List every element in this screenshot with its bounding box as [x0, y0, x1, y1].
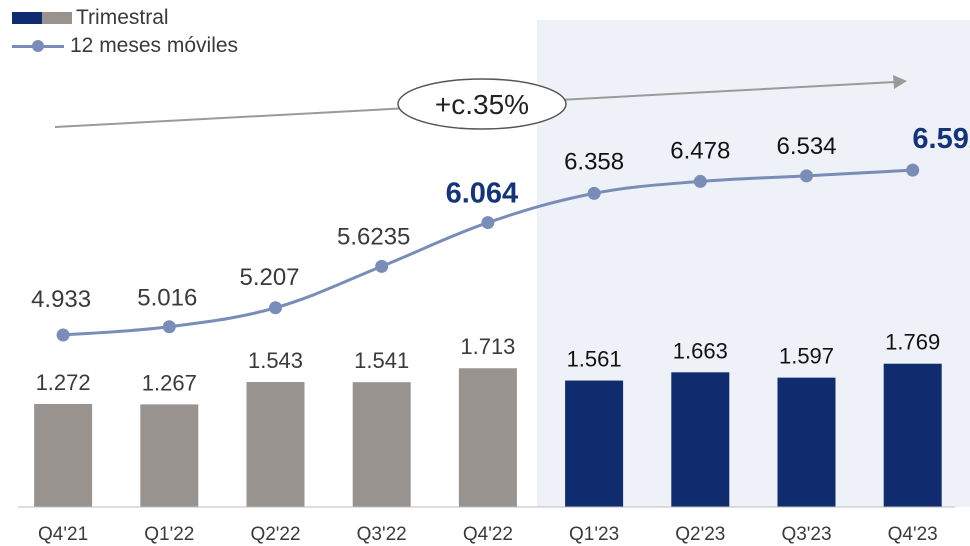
- growth-annotation-bubble: [397, 78, 567, 130]
- bar-value-label: 1.543: [248, 348, 303, 373]
- legend-swatch-past: [42, 12, 72, 24]
- legend-swatch-current: [12, 12, 42, 24]
- legend-label-rolling: 12 meses móviles: [70, 34, 239, 57]
- x-tick-label: Q4'23: [888, 524, 938, 545]
- bar-Q2'22: [246, 382, 305, 507]
- legend-swatch-line: [12, 40, 64, 52]
- x-tick-label: Q1'23: [569, 524, 619, 545]
- bar-Q4'22: [458, 368, 517, 507]
- bar-value-label: 1.561: [567, 347, 622, 372]
- bar-value-label: 1.541: [354, 348, 409, 373]
- bar-Q4'23: [883, 363, 942, 507]
- line-point-Q4'22: [481, 216, 495, 230]
- bar-Q1'23: [565, 380, 624, 507]
- x-tick-label: Q3'22: [357, 524, 407, 545]
- x-tick-label: Q4'22: [463, 524, 513, 545]
- bar-value-label: 1.713: [460, 334, 515, 359]
- line-value-label: 6.358: [564, 148, 624, 175]
- bar-value-label: 1.663: [673, 338, 728, 363]
- bar-Q1'22: [140, 404, 199, 507]
- line-point-Q4'23: [906, 163, 920, 177]
- bar-value-label: 1.272: [36, 370, 91, 395]
- line-point-Q1'23: [587, 186, 601, 200]
- x-tick-label: Q3'23: [781, 524, 831, 545]
- bar-Q3'23: [777, 377, 836, 507]
- bar-value-label: 1.597: [779, 344, 834, 369]
- bar-value-label: 1.267: [142, 370, 197, 395]
- line-value-label: 6.534: [776, 133, 836, 160]
- line-point-Q4'21: [56, 328, 70, 342]
- x-tick-label: Q4'21: [38, 524, 88, 545]
- bar-Q4'21: [34, 403, 93, 507]
- legend: Trimestral 12 meses móviles: [12, 4, 238, 60]
- x-tick-label: Q2'23: [675, 524, 725, 545]
- rolling-line-layer: [56, 163, 920, 342]
- legend-label-quarterly: Trimestral: [76, 6, 169, 29]
- bar-Q3'22: [352, 382, 411, 507]
- growth-arrow: +c.35%: [54, 75, 907, 130]
- bars-layer: [34, 363, 942, 507]
- growth-arrow-head: [893, 75, 907, 89]
- growth-annotation-label: +c.35%: [435, 89, 529, 120]
- line-value-label: 5.016: [137, 285, 197, 312]
- x-tick-label: Q1'22: [144, 524, 194, 545]
- line-value-label: 4.933: [31, 286, 91, 313]
- line-point-Q2'23: [693, 174, 707, 188]
- line-value-label: 5.6235: [337, 223, 410, 250]
- x-tick-label: Q2'22: [250, 524, 300, 545]
- line-value-label: 6.064: [446, 178, 519, 210]
- line-value-label: 6.478: [670, 137, 730, 164]
- line-value-label: 6.592: [912, 123, 970, 155]
- line-value-label: 5.207: [239, 264, 299, 291]
- legend-item-rolling: 12 meses móviles: [12, 32, 238, 60]
- bar-value-label: 1.769: [885, 330, 940, 355]
- line-point-Q3'23: [800, 169, 813, 183]
- legend-item-quarterly: Trimestral: [12, 4, 238, 32]
- line-point-Q2'22: [269, 301, 282, 315]
- labels-layer: 1.272 Q4'21 1.267 Q1'22 1.543 Q2'22 1.541 Q3'22…: [31, 123, 970, 545]
- bar-Q2'23: [671, 372, 730, 507]
- line-point-Q3'22: [375, 259, 389, 273]
- line-point-Q1'22: [162, 320, 176, 334]
